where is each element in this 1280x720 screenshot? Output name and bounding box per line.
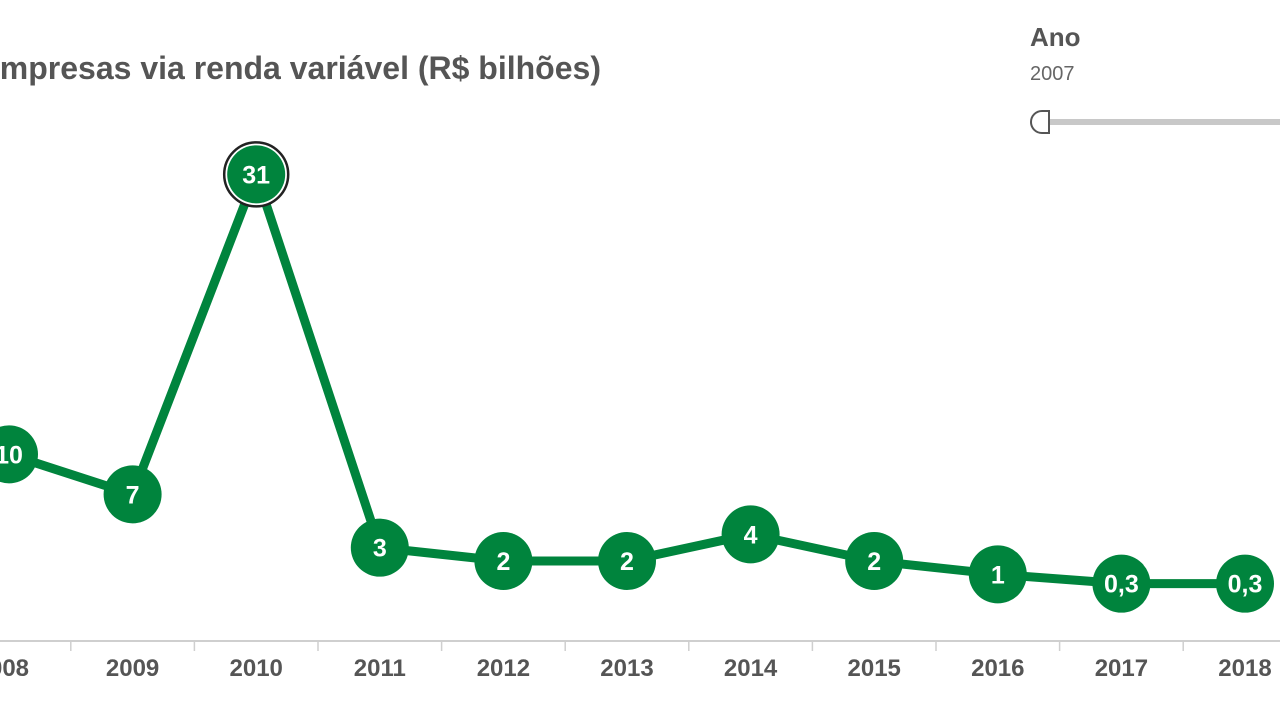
x-tick-label: 2013 (600, 655, 653, 682)
data-point (721, 505, 780, 564)
series-line (4, 169, 1250, 589)
data-point (0, 425, 38, 484)
x-tick-label: 2010 (230, 655, 283, 682)
x-tick-label: 2009 (106, 655, 159, 682)
year-filter-label: Ano (1030, 22, 1081, 52)
x-tick-label: 2016 (971, 655, 1024, 682)
year-slider-track[interactable] (1040, 119, 1280, 125)
x-tick-label: 2012 (477, 655, 530, 682)
data-point (598, 532, 656, 590)
year-filter: Ano 2007 (1030, 22, 1280, 134)
data-label: 3 (373, 535, 387, 563)
x-tick-label: 008 (0, 655, 29, 682)
data-label: 2 (867, 548, 881, 576)
data-label: 0,3 (1104, 571, 1139, 599)
data-point (968, 545, 1027, 604)
x-tick-label: 2017 (1095, 655, 1148, 682)
x-tick-label: 2011 (354, 655, 406, 682)
year-filter-value: 2007 (1030, 63, 1075, 85)
chart-title: empresas via renda variável (R$ bilhões) (0, 50, 601, 86)
year-slider-handle[interactable] (1030, 110, 1050, 134)
data-label: 4 (744, 521, 758, 549)
data-label: 31 (242, 161, 270, 189)
data-point (103, 465, 162, 524)
data-point (474, 532, 533, 590)
year-slider[interactable] (1030, 110, 1280, 136)
data-label: 0,3 (1228, 571, 1263, 599)
data-point (1216, 554, 1274, 613)
x-tick-label: 2018 (1218, 655, 1271, 682)
data-point (845, 532, 904, 590)
data-label: 2 (620, 548, 634, 576)
data-label: 10 (0, 441, 23, 469)
data-point (227, 145, 286, 204)
data-label: 1 (991, 561, 1005, 589)
x-tick-label: 2015 (848, 655, 901, 682)
x-tick-label: 2014 (724, 655, 778, 682)
data-point (350, 518, 409, 577)
data-label: 2 (496, 548, 510, 576)
data-label: 7 (126, 481, 140, 509)
data-point (1092, 554, 1151, 613)
